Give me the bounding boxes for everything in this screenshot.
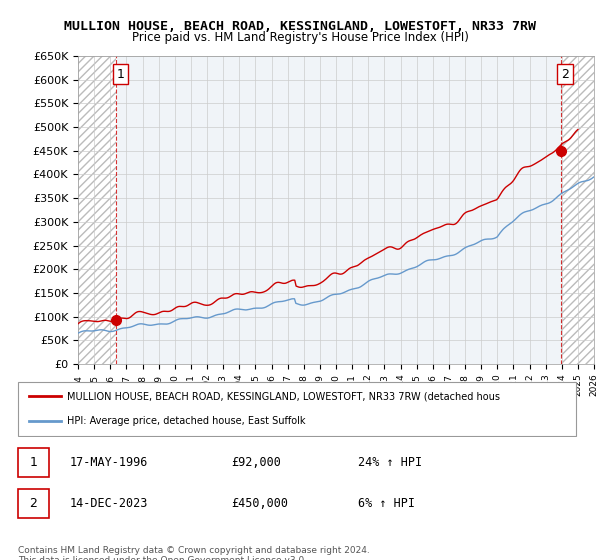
Text: 14-DEC-2023: 14-DEC-2023 [70,497,148,510]
Text: MULLION HOUSE, BEACH ROAD, KESSINGLAND, LOWESTOFT, NR33 7RW: MULLION HOUSE, BEACH ROAD, KESSINGLAND, … [64,20,536,32]
Text: 2: 2 [561,68,569,81]
Text: MULLION HOUSE, BEACH ROAD, KESSINGLAND, LOWESTOFT, NR33 7RW (detached hous: MULLION HOUSE, BEACH ROAD, KESSINGLAND, … [67,391,500,402]
FancyBboxPatch shape [18,382,577,436]
Text: £450,000: £450,000 [231,497,288,510]
Bar [78,56,116,364]
Text: HPI: Average price, detached house, East Suffolk: HPI: Average price, detached house, East… [67,416,305,426]
Text: 6% ↑ HPI: 6% ↑ HPI [358,497,415,510]
Text: 2: 2 [29,497,37,510]
Text: Contains HM Land Registry data © Crown copyright and database right 2024.
This d: Contains HM Land Registry data © Crown c… [18,546,370,560]
Bar [561,56,594,364]
Text: 1: 1 [116,68,124,81]
Text: 24% ↑ HPI: 24% ↑ HPI [358,456,422,469]
Text: Price paid vs. HM Land Registry's House Price Index (HPI): Price paid vs. HM Land Registry's House … [131,31,469,44]
Text: 1: 1 [29,456,37,469]
Text: £92,000: £92,000 [231,456,281,469]
Bar [78,56,116,364]
Bar [561,56,594,364]
FancyBboxPatch shape [18,448,49,477]
Text: 17-MAY-1996: 17-MAY-1996 [70,456,148,469]
FancyBboxPatch shape [18,489,49,517]
